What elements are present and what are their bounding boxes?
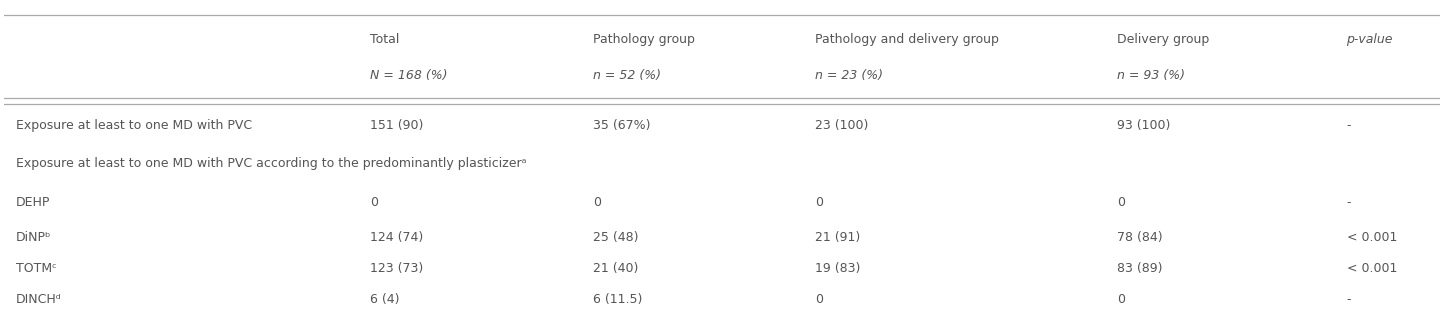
Text: 93 (100): 93 (100) — [1116, 118, 1170, 132]
Text: n = 93 (%): n = 93 (%) — [1116, 69, 1186, 82]
Text: DINCHᵈ: DINCHᵈ — [16, 293, 62, 306]
Text: 6 (11.5): 6 (11.5) — [593, 293, 643, 306]
Text: 0: 0 — [816, 293, 823, 306]
Text: 21 (40): 21 (40) — [593, 262, 638, 275]
Text: N = 168 (%): N = 168 (%) — [370, 69, 448, 82]
Text: 123 (73): 123 (73) — [370, 262, 423, 275]
Text: < 0.001: < 0.001 — [1346, 230, 1396, 244]
Text: Pathology and delivery group: Pathology and delivery group — [816, 34, 999, 46]
Text: 35 (67%): 35 (67%) — [593, 118, 650, 132]
Text: n = 52 (%): n = 52 (%) — [593, 69, 661, 82]
Text: 124 (74): 124 (74) — [370, 230, 423, 244]
Text: < 0.001: < 0.001 — [1346, 262, 1396, 275]
Text: 151 (90): 151 (90) — [370, 118, 423, 132]
Text: 0: 0 — [1116, 293, 1125, 306]
Text: 19 (83): 19 (83) — [816, 262, 861, 275]
Text: Exposure at least to one MD with PVC according to the predominantly plasticizerᵃ: Exposure at least to one MD with PVC acc… — [16, 157, 526, 170]
Text: Delivery group: Delivery group — [1116, 34, 1209, 46]
Text: 0: 0 — [370, 196, 378, 209]
Text: Exposure at least to one MD with PVC: Exposure at least to one MD with PVC — [16, 118, 251, 132]
Text: -: - — [1346, 196, 1352, 209]
Text: 23 (100): 23 (100) — [816, 118, 869, 132]
Text: DiNPᵇ: DiNPᵇ — [16, 230, 51, 244]
Text: 6 (4): 6 (4) — [370, 293, 400, 306]
Text: 83 (89): 83 (89) — [1116, 262, 1162, 275]
Text: 25 (48): 25 (48) — [593, 230, 638, 244]
Text: TOTMᶜ: TOTMᶜ — [16, 262, 56, 275]
Text: Pathology group: Pathology group — [593, 34, 695, 46]
Text: -: - — [1346, 118, 1352, 132]
Text: p-value: p-value — [1346, 34, 1393, 46]
Text: 21 (91): 21 (91) — [816, 230, 861, 244]
Text: -: - — [1346, 293, 1352, 306]
Text: DEHP: DEHP — [16, 196, 51, 209]
Text: Total: Total — [370, 34, 400, 46]
Text: n = 23 (%): n = 23 (%) — [816, 69, 884, 82]
Text: 0: 0 — [816, 196, 823, 209]
Text: 0: 0 — [593, 196, 601, 209]
Text: 0: 0 — [1116, 196, 1125, 209]
Text: 78 (84): 78 (84) — [1116, 230, 1162, 244]
